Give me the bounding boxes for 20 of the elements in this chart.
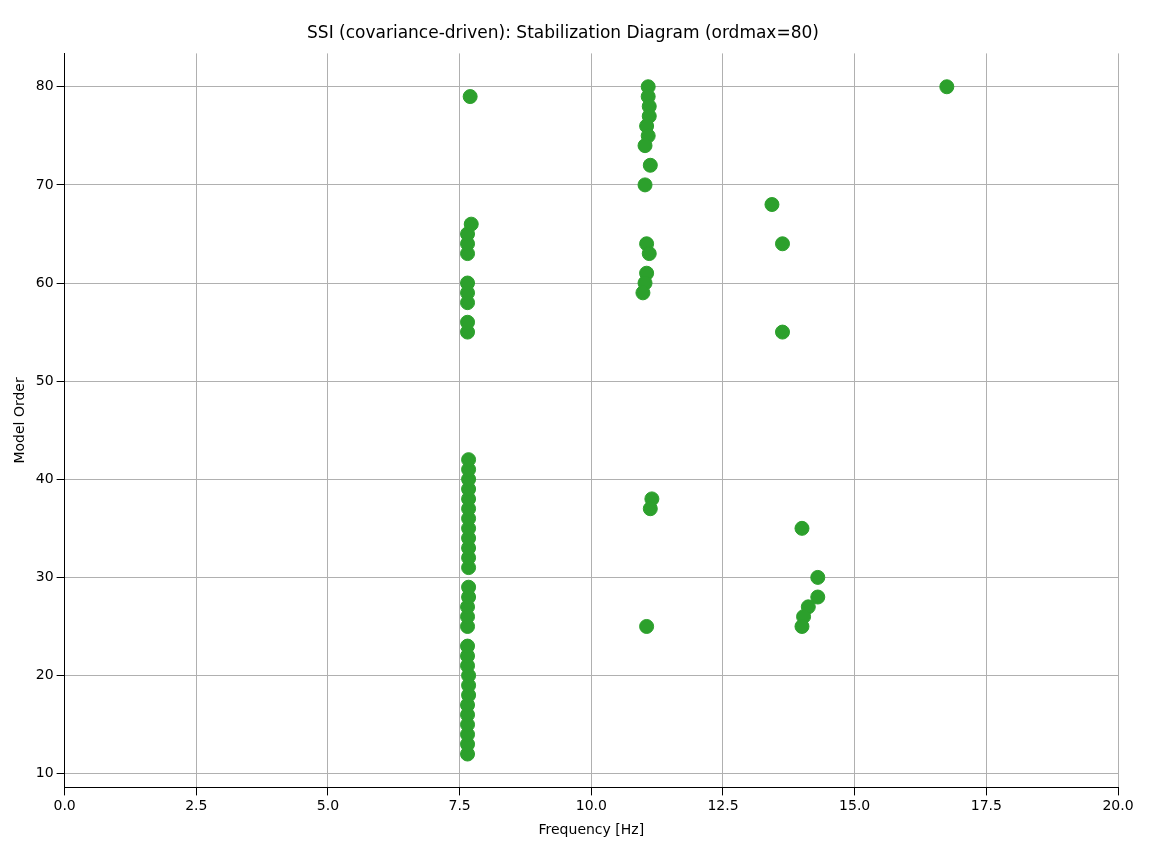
x-tick-label: 17.5 — [970, 797, 1002, 814]
y-tick-label: 60 — [35, 273, 54, 290]
x-tick-label: 15.0 — [839, 797, 871, 814]
x-tick-label: 0.0 — [53, 797, 76, 814]
x-tick-label: 5.0 — [316, 797, 340, 814]
x-tick-label: 7.5 — [448, 797, 471, 814]
x-axis-title: Frequency [Hz] — [538, 821, 645, 838]
y-axis-title: Model Order — [11, 377, 28, 464]
chart-title: SSI (covariance-driven): Stabilization Diagram (ordmax=80) — [307, 21, 819, 42]
x-tick-label: 20.0 — [1102, 797, 1134, 814]
x-tick-label: 12.5 — [707, 797, 739, 814]
y-tick-label: 80 — [35, 77, 54, 94]
y-tick-label: 70 — [35, 175, 54, 192]
x-tick-label: 2.5 — [185, 797, 208, 814]
x-tick-label: 10.0 — [575, 797, 607, 814]
y-tick-label: 50 — [35, 371, 54, 388]
y-tick-label: 20 — [35, 666, 54, 683]
y-tick-label: 40 — [35, 469, 54, 486]
y-tick-label: 30 — [35, 568, 54, 585]
y-tick-label: 10 — [35, 764, 54, 781]
